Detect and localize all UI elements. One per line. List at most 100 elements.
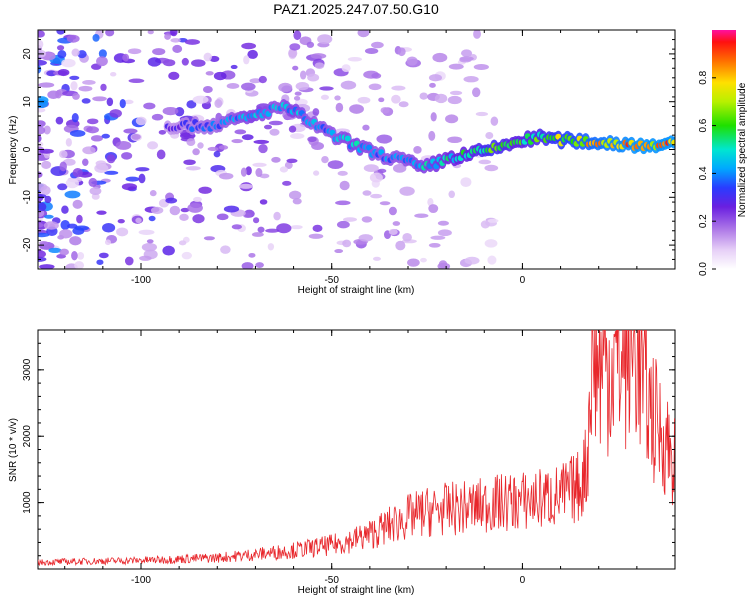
spectrogram-cell — [181, 251, 192, 260]
spectrogram-cell — [335, 102, 344, 113]
spectrogram-cell — [102, 223, 116, 233]
spectrogram-cell — [490, 116, 499, 126]
spectrogram-cell — [395, 240, 406, 251]
spectrogram-cell — [293, 30, 302, 41]
snr-ylabel: SNR (10 * v/v) — [8, 418, 19, 482]
spectrogram-cell — [148, 215, 156, 222]
spectrogram-cell — [213, 71, 227, 81]
spectrogram-cell — [428, 204, 439, 214]
spectrogram-cell — [69, 236, 82, 246]
spectrogram-cell — [95, 160, 107, 167]
spectrogram-cell — [362, 124, 370, 131]
spectrogram-cell — [43, 221, 59, 230]
spectrogram-cell — [459, 57, 472, 63]
spectrogram-cell — [484, 239, 498, 248]
spectrogram-cell — [388, 228, 398, 235]
figure-title: PAZ1.2025.247.07.50.G10 — [273, 1, 439, 17]
spectrogram-cell — [65, 178, 80, 189]
spectrogram-cell — [339, 180, 350, 191]
spectrogram-cell — [189, 126, 196, 133]
spectrogram-cell — [308, 233, 324, 239]
spectrogram-cell — [143, 102, 156, 110]
spectrogram-cell — [81, 98, 91, 104]
spectrogram-cell — [203, 236, 215, 241]
spectrogram-cell — [336, 220, 350, 229]
spectrogram-cell — [388, 206, 397, 216]
spectrogram-cell — [115, 140, 132, 150]
spectrogram-cell — [131, 134, 141, 140]
spectrogram-cell — [447, 95, 462, 105]
spectrogram-cell — [292, 65, 299, 71]
spectrogram-cell — [70, 81, 78, 91]
spectrogram-cell — [391, 94, 401, 104]
spectrogram-cell — [164, 33, 171, 40]
spectrogram-cell — [288, 48, 298, 59]
spectrogram-cell — [57, 183, 68, 191]
spectrogram-cell — [56, 45, 65, 51]
spectrogram-cell — [268, 120, 283, 126]
spectrogram-cell — [162, 245, 175, 256]
spectrogram-cell — [48, 247, 62, 254]
spectrogram-cell — [38, 30, 45, 38]
spectrogram-cell — [364, 48, 379, 55]
spectrogram-cell — [472, 87, 481, 98]
spectrogram-cell — [253, 217, 260, 224]
spectrogram-cell — [406, 56, 418, 66]
spectrogram-cell — [473, 30, 481, 39]
spectrogram-ytick-label: 0 — [22, 146, 33, 152]
spectrogram-cell — [125, 176, 140, 182]
snr-xtick-label: 0 — [520, 575, 526, 586]
spectrogram-cell — [478, 159, 492, 165]
spectrogram-cell — [78, 85, 93, 92]
spectrogram-cell — [57, 50, 67, 59]
spectrogram-cell — [226, 83, 240, 89]
spectrogram-cell — [273, 211, 281, 221]
spectrogram-cell — [39, 240, 49, 245]
spectrogram-cell — [407, 258, 420, 267]
spectrogram-cell — [59, 150, 68, 159]
spectrogram-ylabel: Frequency (Hz) — [8, 116, 19, 185]
spectrogram-cell — [327, 160, 344, 169]
spectrogram-cell — [241, 42, 257, 50]
spectrogram-cell — [341, 64, 351, 72]
spectrogram-cell — [121, 152, 133, 160]
spectrogram-cell — [90, 135, 103, 142]
spectrogram-cell — [428, 130, 436, 141]
spectrogram-cell — [335, 200, 351, 206]
spectrogram-cell — [105, 30, 115, 37]
spectrogram-cell — [448, 63, 464, 70]
spectrogram-cell — [207, 146, 219, 152]
spectrogram-cell — [271, 156, 281, 163]
spectrogram-cell — [77, 251, 85, 260]
spectrogram-ytick-label: -20 — [22, 237, 33, 252]
spectrogram-cell — [38, 82, 55, 88]
spectrogram-cell — [124, 256, 134, 266]
spectrogram-cell — [460, 177, 472, 187]
spectrogram-cell — [267, 243, 275, 251]
spectrogram-cell — [71, 112, 79, 123]
spectrogram-xlabel: Height of straight line (km) — [298, 285, 415, 296]
spectrogram-cell — [320, 94, 329, 100]
spectrogram-cell — [158, 129, 167, 135]
spectrogram-cell — [220, 245, 231, 254]
colorbar: 0.0 0.2 0.4 0.6 0.8 Normalized spectral ampl… — [698, 30, 748, 276]
spectrogram-cell — [460, 49, 473, 57]
spectrogram-cell — [337, 170, 348, 176]
spectrogram-cell — [257, 226, 265, 233]
spectrogram-cell — [340, 80, 357, 90]
spectrogram-cell — [438, 260, 448, 268]
spectrogram-cell — [72, 167, 83, 178]
spectrogram-cell — [168, 71, 180, 80]
spectrogram-cell — [288, 190, 302, 200]
spectrogram-cell — [231, 139, 243, 144]
spectrogram-cell — [184, 39, 201, 45]
spectrogram-cell — [376, 134, 393, 144]
spectrogram-cell — [218, 145, 229, 150]
spectrogram-cell — [135, 217, 142, 224]
spectrogram-cell — [449, 90, 463, 96]
spectrogram-cell — [151, 113, 164, 121]
snr-axes: -100 -50 0 1000 2000 3000 — [22, 329, 676, 586]
spectrogram-cell — [38, 107, 46, 113]
spectrogram-cell — [445, 114, 459, 124]
